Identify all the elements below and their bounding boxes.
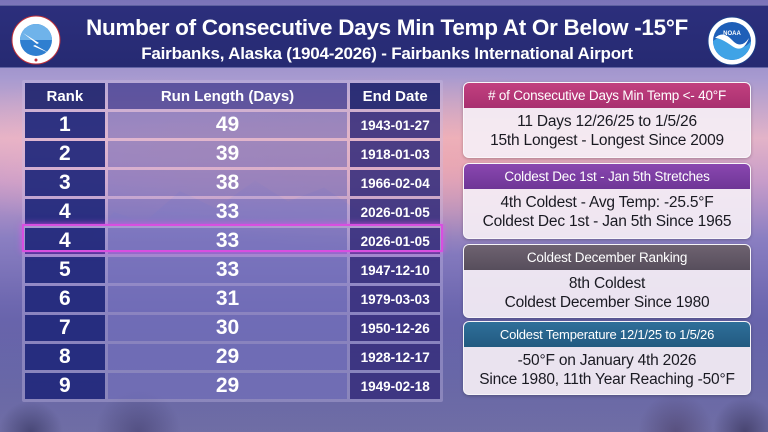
info-card-coldest-december: Coldest December Ranking 8th Coldest Col… [463, 244, 751, 318]
card-title: Coldest Dec 1st - Jan 5th Stretches [464, 164, 750, 189]
end-date-cell: 1979-03-03 [350, 286, 440, 312]
run-length-cell: 29 [107, 344, 348, 370]
noaa-logo-icon: NOAA [707, 16, 757, 66]
column-header-end-date: End Date [350, 83, 440, 109]
table-row: 2 39 1918-01-03 [25, 141, 440, 167]
table-row: 9 29 1949-02-18 [25, 373, 440, 399]
page-title: Number of Consecutive Days Min Temp At O… [86, 15, 688, 40]
card-body: 11 Days 12/26/25 to 1/5/26 15th Longest … [464, 108, 750, 150]
end-date-cell: 1928-12-17 [350, 344, 440, 370]
card-line-2: Coldest December Since 1980 [504, 294, 710, 311]
svg-text:NOAA: NOAA [723, 31, 741, 37]
end-date-cell: 1947-12-10 [350, 257, 440, 283]
card-line-1: 11 Days 12/26/25 to 1/5/26 [517, 113, 697, 130]
rank-table: Rank Run Length (Days) End Date 1 49 194… [22, 80, 443, 402]
card-body: 4th Coldest - Avg Temp: -25.5°F Coldest … [464, 189, 750, 231]
info-card-consecutive-days-below-40: # of Consecutive Days Min Temp <- 40°F 1… [463, 82, 751, 158]
rank-cell: 3 [25, 170, 105, 196]
rank-cell: 1 [25, 112, 105, 138]
info-card-coldest-temperature: Coldest Temperature 12/1/25 to 1/5/26 -5… [463, 321, 751, 395]
rank-cell: 5 [25, 257, 105, 283]
column-header-run-length: Run Length (Days) [107, 83, 348, 109]
card-title: # of Consecutive Days Min Temp <- 40°F [464, 83, 750, 108]
end-date-cell: 1918-01-03 [350, 141, 440, 167]
table-row-highlighted: 4 33 2026-01-05 [25, 228, 440, 254]
card-line-2: Since 1980, 11th Year Reaching -50°F [479, 371, 735, 388]
end-date-cell: 1966-02-04 [350, 170, 440, 196]
table-row: 3 38 1966-02-04 [25, 170, 440, 196]
table-row: 6 31 1979-03-03 [25, 286, 440, 312]
rank-cell: 7 [25, 315, 105, 341]
table-row: 8 29 1928-12-17 [25, 344, 440, 370]
run-length-cell: 38 [107, 170, 348, 196]
card-title: Coldest December Ranking [464, 245, 750, 270]
run-length-cell: 33 [107, 199, 348, 225]
column-header-rank: Rank [25, 83, 105, 109]
table-row: 1 49 1943-01-27 [25, 112, 440, 138]
card-line-1: 4th Coldest - Avg Temp: -25.5°F [500, 194, 714, 211]
card-body: -50°F on January 4th 2026 Since 1980, 11… [464, 347, 750, 389]
header-banner: Number of Consecutive Days Min Temp At O… [0, 5, 768, 68]
card-line-2: Coldest Dec 1st - Jan 5th Since 1965 [482, 213, 732, 230]
nws-logo-icon [11, 15, 61, 65]
card-line-1: 8th Coldest [568, 275, 646, 292]
end-date-cell: 1950-12-26 [350, 315, 440, 341]
table-row: 5 33 1947-12-10 [25, 257, 440, 283]
run-length-cell: 31 [107, 286, 348, 312]
end-date-cell: 2026-01-05 [350, 199, 440, 225]
end-date-cell: 2026-01-05 [350, 228, 440, 254]
run-length-cell: 33 [107, 228, 348, 254]
rank-cell: 9 [25, 373, 105, 399]
end-date-cell: 1949-02-18 [350, 373, 440, 399]
card-line-1: -50°F on January 4th 2026 [517, 352, 697, 369]
rank-cell: 4 [25, 199, 105, 225]
card-line-2: 15th Longest - Longest Since 2009 [490, 132, 724, 149]
run-length-cell: 29 [107, 373, 348, 399]
table-row: 7 30 1950-12-26 [25, 315, 440, 341]
table-header-row: Rank Run Length (Days) End Date [25, 83, 440, 109]
run-length-cell: 39 [107, 141, 348, 167]
end-date-cell: 1943-01-27 [350, 112, 440, 138]
run-length-cell: 30 [107, 315, 348, 341]
card-body: 8th Coldest Coldest December Since 1980 [464, 270, 750, 312]
table-row: 4 33 2026-01-05 [25, 199, 440, 225]
rank-cell: 4 [25, 228, 105, 254]
page-subtitle: Fairbanks, Alaska (1904-2026) - Fairbank… [141, 44, 633, 63]
rank-cell: 6 [25, 286, 105, 312]
run-length-cell: 33 [107, 257, 348, 283]
info-card-coldest-stretches: Coldest Dec 1st - Jan 5th Stretches 4th … [463, 163, 751, 239]
card-title: Coldest Temperature 12/1/25 to 1/5/26 [464, 322, 750, 347]
rank-cell: 8 [25, 344, 105, 370]
rank-cell: 2 [25, 141, 105, 167]
run-length-cell: 49 [107, 112, 348, 138]
